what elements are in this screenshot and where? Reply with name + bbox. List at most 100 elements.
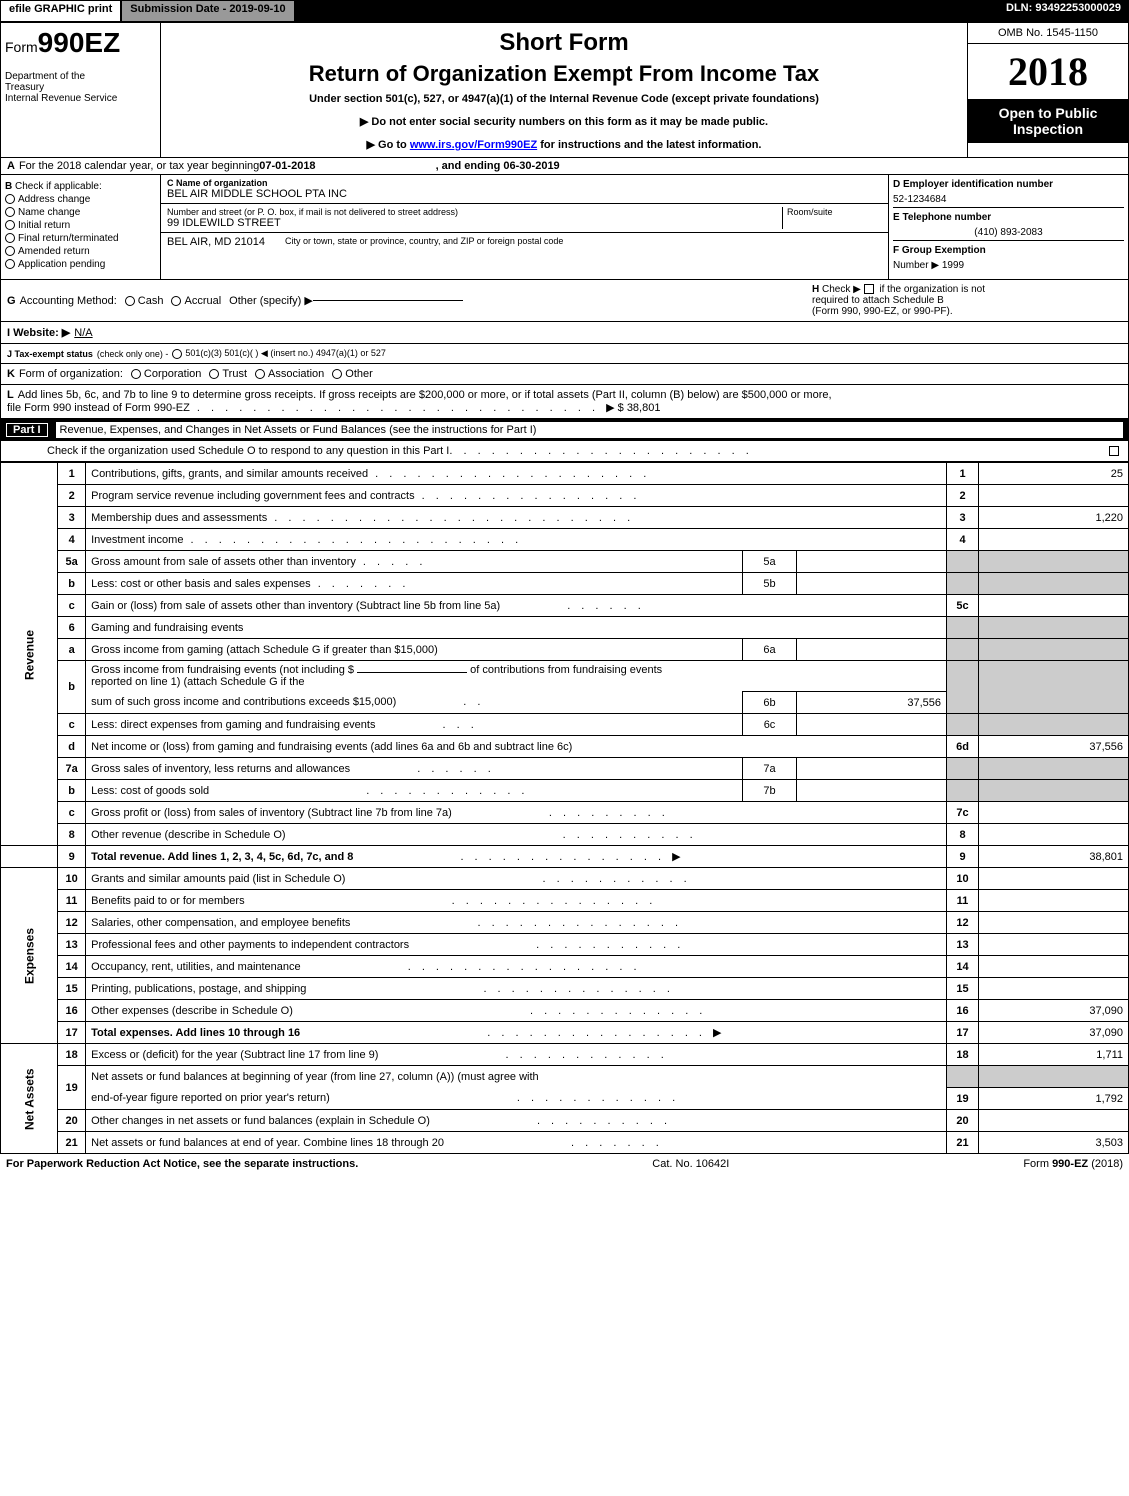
r12-num: 12 [58, 912, 86, 934]
check-assoc[interactable] [255, 369, 265, 379]
r6b-t3: reported on line 1) (attach Schedule G i… [91, 676, 304, 688]
r20-text: Other changes in net assets or fund bala… [91, 1115, 430, 1127]
line-a: A For the 2018 calendar year, or tax yea… [0, 158, 1129, 175]
r2-ln: 2 [947, 485, 979, 507]
r2-amt [979, 485, 1129, 507]
check-name[interactable] [5, 207, 15, 217]
r15-ln: 15 [947, 978, 979, 1000]
r15-num: 15 [58, 978, 86, 1000]
instr-goto: ▶ Go to www.irs.gov/Form990EZ for instru… [167, 138, 961, 151]
r7b-num: b [58, 780, 86, 802]
submission-date: Submission Date - 2019-09-10 [121, 0, 294, 22]
k-corp: Corporation [144, 368, 201, 380]
row-9: 9 Total revenue. Add lines 1, 2, 3, 4, 5… [1, 846, 1129, 868]
check-address-label: Address change [18, 194, 90, 205]
website-value: N/A [74, 327, 92, 339]
irs-link[interactable]: www.irs.gov/Form990EZ [410, 139, 537, 151]
r5a-grey [947, 551, 979, 573]
r13-amt [979, 934, 1129, 956]
form-header: Form990EZ Department of the Treasury Int… [0, 22, 1129, 158]
check-trust[interactable] [209, 369, 219, 379]
r6a-text: Gross income from gaming (attach Schedul… [86, 639, 743, 661]
part1-check-text: Check if the organization used Schedule … [47, 445, 449, 457]
ein: 52-1234684 [893, 194, 1124, 208]
r4-amt [979, 529, 1129, 551]
r6c-sub: 6c [743, 714, 797, 736]
r9-amt: 38,801 [979, 846, 1129, 868]
right-box: OMB No. 1545-1150 2018 Open to Public In… [968, 23, 1128, 157]
part1-title: Revenue, Expenses, and Changes in Net As… [56, 422, 1123, 438]
h-label: H [812, 284, 819, 295]
r7c-text: Gross profit or (loss) from sales of inv… [91, 807, 452, 819]
org-column: C Name of organization BEL AIR MIDDLE SC… [161, 175, 888, 279]
r18-num: 18 [58, 1044, 86, 1066]
efile-print-button[interactable]: efile GRAPHIC print [0, 0, 121, 22]
r12-amt [979, 912, 1129, 934]
line-j: J Tax-exempt status (check only one) - 5… [0, 344, 1129, 364]
row-5b: b Less: cost or other basis and sales ex… [1, 573, 1129, 595]
r1-num: 1 [58, 463, 86, 485]
r7a-num: 7a [58, 758, 86, 780]
check-pending-label: Application pending [18, 259, 105, 270]
accrual-label: Accrual [184, 295, 221, 307]
r19-amt: 1,792 [979, 1088, 1129, 1110]
instr-goto-pre: ▶ Go to [367, 139, 410, 151]
r10-text: Grants and similar amounts paid (list in… [91, 873, 345, 885]
r10-amt [979, 868, 1129, 890]
h-text3: required to attach Schedule B [812, 295, 944, 306]
line-l: LAdd lines 5b, 6c, and 7b to line 9 to d… [0, 385, 1129, 419]
row-19-1: 19 Net assets or fund balances at beginn… [1, 1066, 1129, 1088]
r8-num: 8 [58, 824, 86, 846]
row-6b-1: b Gross income from fundraising events (… [1, 661, 1129, 692]
r10-num: 10 [58, 868, 86, 890]
r5a-text: Gross amount from sale of assets other t… [91, 556, 356, 568]
form-id-box: Form990EZ Department of the Treasury Int… [1, 23, 161, 157]
r7b-grey2 [979, 780, 1129, 802]
check-accrual[interactable] [171, 296, 181, 306]
r19-grey2 [979, 1066, 1129, 1088]
r6d-num: d [58, 736, 86, 758]
instr-privacy: ▶ Do not enter social security numbers o… [167, 115, 961, 128]
line-i: I Website: ▶ N/A [0, 322, 1129, 344]
r11-ln: 11 [947, 890, 979, 912]
dept-line1: Department of the [5, 71, 156, 82]
check-initial-label: Initial return [18, 220, 70, 231]
r12-ln: 12 [947, 912, 979, 934]
check-amended[interactable] [5, 246, 15, 256]
line-a-label: A [7, 160, 15, 172]
dln-number: DLN: 93492253000029 [998, 0, 1129, 22]
r6a-num: a [58, 639, 86, 661]
row-4: 4 Investment income . . . . . . . . . . … [1, 529, 1129, 551]
check-final[interactable] [5, 233, 15, 243]
r6c-sv [797, 714, 947, 736]
check-other[interactable] [332, 369, 342, 379]
check-cash[interactable] [125, 296, 135, 306]
check-corp[interactable] [131, 369, 141, 379]
r20-ln: 20 [947, 1110, 979, 1132]
row-7b: b Less: cost of goods sold . . . . . . .… [1, 780, 1129, 802]
r9-num: 9 [58, 846, 86, 868]
phone: (410) 893-2083 [893, 227, 1124, 241]
check-pending[interactable] [5, 259, 15, 269]
check-name-label: Name change [18, 207, 80, 218]
r7a-grey [947, 758, 979, 780]
row-1: Revenue 1 Contributions, gifts, grants, … [1, 463, 1129, 485]
row-2: 2 Program service revenue including gove… [1, 485, 1129, 507]
r6b-t2: of contributions from fundraising events [470, 664, 662, 676]
r18-amt: 1,711 [979, 1044, 1129, 1066]
check-schedule-o[interactable] [1109, 446, 1119, 456]
check-initial[interactable] [5, 220, 15, 230]
r11-num: 11 [58, 890, 86, 912]
r17-num: 17 [58, 1022, 86, 1044]
under-section: Under section 501(c), 527, or 4947(a)(1)… [167, 93, 961, 105]
row-16: 16 Other expenses (describe in Schedule … [1, 1000, 1129, 1022]
tax-year: 2018 [968, 44, 1128, 99]
check-h[interactable] [864, 284, 874, 294]
l-label: L [7, 389, 14, 401]
r18-ln: 18 [947, 1044, 979, 1066]
r14-num: 14 [58, 956, 86, 978]
r7a-grey2 [979, 758, 1129, 780]
check-501c3[interactable] [172, 349, 182, 359]
line-a-pre: For the 2018 calendar year, or tax year … [19, 160, 259, 172]
check-address[interactable] [5, 194, 15, 204]
